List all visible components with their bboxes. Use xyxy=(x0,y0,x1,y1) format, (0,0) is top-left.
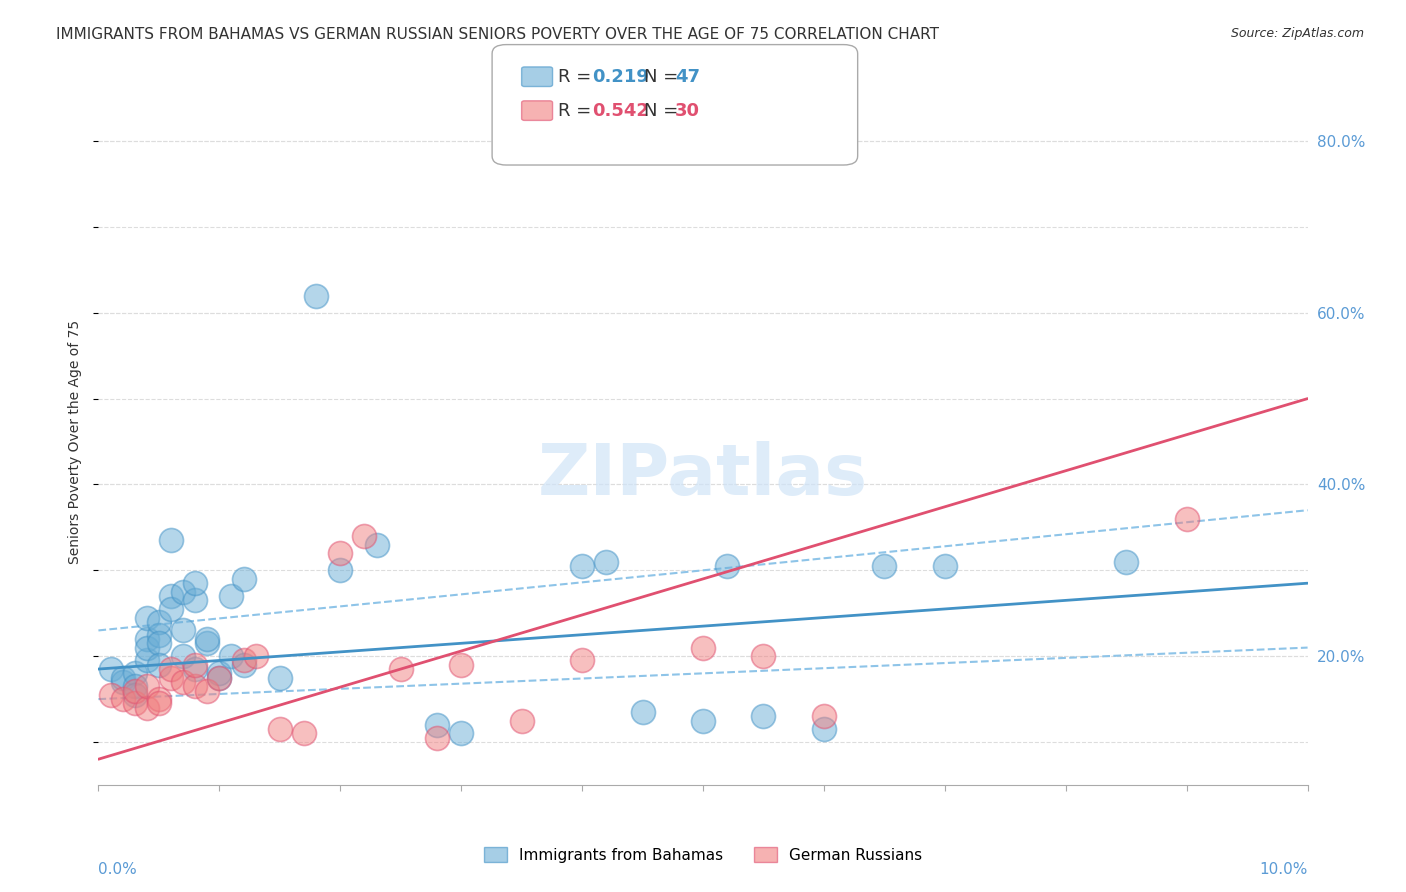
Immigrants from Bahamas xyxy=(172,584,194,599)
Immigrants from Bahamas xyxy=(160,533,183,548)
German Russians xyxy=(232,653,254,667)
German Russians xyxy=(148,692,170,706)
Immigrants from Bahamas xyxy=(135,653,157,667)
Text: 0.219: 0.219 xyxy=(592,68,648,86)
Immigrants from Bahamas xyxy=(221,649,243,664)
Text: 0.0%: 0.0% xyxy=(98,863,138,877)
German Russians xyxy=(100,688,122,702)
Immigrants from Bahamas xyxy=(208,671,231,685)
Immigrants from Bahamas xyxy=(148,615,170,629)
Text: 30: 30 xyxy=(675,102,700,120)
Immigrants from Bahamas xyxy=(111,674,134,689)
German Russians xyxy=(571,653,593,667)
Immigrants from Bahamas xyxy=(232,657,254,672)
Immigrants from Bahamas xyxy=(232,572,254,586)
Immigrants from Bahamas xyxy=(450,726,472,740)
Immigrants from Bahamas xyxy=(111,671,134,685)
German Russians xyxy=(450,657,472,672)
German Russians xyxy=(269,722,291,736)
German Russians xyxy=(426,731,449,745)
German Russians xyxy=(208,671,231,685)
Immigrants from Bahamas xyxy=(148,657,170,672)
German Russians xyxy=(184,657,207,672)
German Russians xyxy=(124,683,146,698)
Immigrants from Bahamas xyxy=(195,632,218,646)
Immigrants from Bahamas xyxy=(366,537,388,551)
German Russians xyxy=(195,683,218,698)
German Russians xyxy=(160,671,183,685)
German Russians xyxy=(135,700,157,714)
Immigrants from Bahamas xyxy=(692,714,714,728)
Immigrants from Bahamas xyxy=(305,288,328,302)
Text: IMMIGRANTS FROM BAHAMAS VS GERMAN RUSSIAN SENIORS POVERTY OVER THE AGE OF 75 COR: IMMIGRANTS FROM BAHAMAS VS GERMAN RUSSIA… xyxy=(56,27,939,42)
Immigrants from Bahamas xyxy=(100,662,122,676)
Immigrants from Bahamas xyxy=(813,722,835,736)
Immigrants from Bahamas xyxy=(631,705,654,719)
Immigrants from Bahamas xyxy=(124,688,146,702)
German Russians xyxy=(329,546,352,560)
German Russians xyxy=(148,697,170,711)
German Russians xyxy=(292,726,315,740)
Immigrants from Bahamas xyxy=(135,640,157,655)
Immigrants from Bahamas xyxy=(269,671,291,685)
Immigrants from Bahamas xyxy=(716,559,738,574)
Text: ZIPatlas: ZIPatlas xyxy=(538,442,868,510)
Immigrants from Bahamas xyxy=(124,679,146,693)
Immigrants from Bahamas xyxy=(208,666,231,681)
German Russians xyxy=(813,709,835,723)
Immigrants from Bahamas xyxy=(184,662,207,676)
German Russians xyxy=(353,529,375,543)
German Russians xyxy=(135,679,157,693)
German Russians xyxy=(1175,512,1198,526)
Immigrants from Bahamas xyxy=(184,593,207,607)
Immigrants from Bahamas xyxy=(160,589,183,603)
Immigrants from Bahamas xyxy=(135,632,157,646)
Text: N =: N = xyxy=(644,68,683,86)
Immigrants from Bahamas xyxy=(595,555,617,569)
Immigrants from Bahamas xyxy=(571,559,593,574)
German Russians xyxy=(160,662,183,676)
Text: N =: N = xyxy=(644,102,683,120)
Immigrants from Bahamas xyxy=(195,636,218,650)
German Russians xyxy=(245,649,267,664)
German Russians xyxy=(752,649,775,664)
German Russians xyxy=(184,679,207,693)
Text: 10.0%: 10.0% xyxy=(1260,863,1308,877)
Text: R =: R = xyxy=(558,68,598,86)
German Russians xyxy=(172,674,194,689)
Text: R =: R = xyxy=(558,102,598,120)
Immigrants from Bahamas xyxy=(160,602,183,616)
Immigrants from Bahamas xyxy=(426,718,449,732)
Immigrants from Bahamas xyxy=(172,649,194,664)
Legend: Immigrants from Bahamas, German Russians: Immigrants from Bahamas, German Russians xyxy=(478,840,928,869)
Text: 0.542: 0.542 xyxy=(592,102,648,120)
German Russians xyxy=(111,692,134,706)
Immigrants from Bahamas xyxy=(1115,555,1137,569)
Immigrants from Bahamas xyxy=(329,563,352,577)
Immigrants from Bahamas xyxy=(135,610,157,624)
Immigrants from Bahamas xyxy=(221,589,243,603)
German Russians xyxy=(389,662,412,676)
Immigrants from Bahamas xyxy=(124,666,146,681)
German Russians xyxy=(510,714,533,728)
Immigrants from Bahamas xyxy=(752,709,775,723)
Text: 47: 47 xyxy=(675,68,700,86)
Y-axis label: Seniors Poverty Over the Age of 75: Seniors Poverty Over the Age of 75 xyxy=(69,319,83,564)
Immigrants from Bahamas xyxy=(172,624,194,638)
Immigrants from Bahamas xyxy=(873,559,896,574)
Immigrants from Bahamas xyxy=(148,636,170,650)
German Russians xyxy=(692,640,714,655)
Immigrants from Bahamas xyxy=(148,628,170,642)
Immigrants from Bahamas xyxy=(934,559,956,574)
Immigrants from Bahamas xyxy=(184,576,207,591)
German Russians xyxy=(124,697,146,711)
Text: Source: ZipAtlas.com: Source: ZipAtlas.com xyxy=(1230,27,1364,40)
